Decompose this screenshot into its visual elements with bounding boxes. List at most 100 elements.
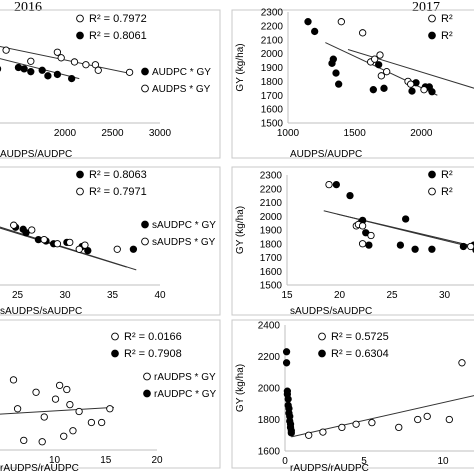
legend-marker-filled [428, 31, 436, 40]
chart-panel-1: 2000 2500 3000 AUDPS/AUDPC R² = 0.7972 R² = 0… [0, 9, 221, 160]
data-point-open [383, 68, 391, 76]
y-tick-label: 1800 [261, 77, 284, 88]
data-point-open [352, 420, 360, 428]
legend-marker-open [76, 14, 84, 23]
x-tick-label: 40 [154, 290, 166, 301]
y-tick-label: 1800 [258, 415, 281, 426]
data-point-open [358, 240, 367, 248]
data-point-filled [129, 245, 138, 253]
legend-r2-text: R² = 0.0166 [124, 331, 182, 343]
chart-panel-6: 0 5 10 1600 1800 2000 2200 2400 GY (kg/ha) rAUDPS… [231, 319, 474, 474]
data-point-open [325, 180, 333, 189]
x-axis-label: rAUDPS/rAUDPC [0, 463, 79, 474]
data-point-filled [346, 191, 354, 200]
data-point-open [2, 46, 10, 54]
y-tick-label: 2300 [260, 171, 283, 182]
data-point-open [70, 58, 79, 66]
panel-border [231, 9, 474, 159]
x-tick-label: 1500 [344, 128, 367, 139]
data-point-open [91, 61, 100, 69]
data-point-filled [44, 72, 52, 80]
trendline-open [291, 395, 474, 438]
data-point-open [75, 245, 83, 253]
data-point-open [106, 405, 114, 413]
x-tick-label: 35 [107, 290, 119, 301]
data-point-filled [311, 27, 319, 36]
panel-border [0, 319, 221, 469]
legend-marker-open [141, 237, 149, 246]
data-point-open [69, 427, 77, 435]
y-tick-label: 1600 [260, 267, 283, 278]
data-point-open [98, 418, 106, 427]
legend-r2-text: R² [441, 186, 453, 198]
trendline-open [347, 48, 474, 89]
data-point-filled [369, 86, 377, 94]
data-point-open [113, 245, 121, 253]
x-axis-label: AUDPS/AUDPC [290, 149, 362, 160]
panel-border [0, 166, 221, 316]
y-axis-label: GY (kg/ha) [235, 206, 246, 254]
legend-marker-filled [318, 349, 326, 358]
data-point-open [395, 423, 403, 432]
y-tick-label: 1700 [260, 253, 283, 264]
panel-border [231, 319, 474, 469]
legend-r2-text: R² [441, 30, 453, 42]
chart-panel-2: 1000 1500 20001500160017001800190020002100… [231, 8, 474, 160]
data-point-open [82, 61, 90, 69]
data-point-filled [428, 88, 436, 96]
legend-marker-filled [111, 349, 119, 358]
data-point-filled [411, 245, 419, 253]
y-tick-label: 1500 [260, 281, 283, 292]
y-tick-label: 1900 [260, 226, 283, 237]
legend-marker-filled [76, 170, 84, 179]
legend-r2-text: R² [441, 13, 453, 25]
data-point-open [13, 405, 22, 413]
data-point-filled [428, 245, 436, 253]
data-point-open [53, 240, 62, 248]
data-point-filled [20, 65, 28, 73]
data-point-filled [282, 348, 291, 356]
data-point-open [66, 400, 74, 409]
data-point-open [28, 226, 36, 234]
data-point-open [467, 242, 474, 251]
data-point-filled [0, 66, 2, 72]
x-tick-label: 15 [100, 455, 112, 466]
y-tick-label: 2100 [261, 35, 284, 46]
data-point-open [367, 231, 375, 240]
data-point-open [423, 412, 431, 420]
data-point-open [368, 418, 376, 427]
legend-marker-open [141, 84, 149, 93]
x-tick-label: 20 [334, 290, 346, 301]
legend-series-text: rAUDPC * GY [154, 389, 217, 400]
legend-r2-text: R² = 0.7972 [89, 13, 147, 25]
data-point-filled [380, 84, 388, 92]
data-point-open [66, 238, 74, 247]
legend-series-text: rAUDPS * GY [154, 372, 216, 383]
data-point-open [458, 359, 466, 367]
legend-series-text: sAUDPC * GY [152, 220, 216, 231]
data-point-open [125, 68, 134, 77]
data-point-filled [304, 18, 312, 26]
data-point-open [32, 388, 40, 396]
legend-series-text: AUDPS * GY [152, 84, 211, 95]
legend-r2-text: R² = 0.8061 [89, 30, 147, 42]
data-point-open [57, 54, 65, 62]
data-point-open [40, 235, 48, 244]
legend-series-text: AUDPC * GY [152, 67, 211, 78]
y-tick-label: 1600 [261, 105, 284, 116]
x-axis-label: rAUDPS/rAUDPC [290, 463, 369, 474]
data-point-filled [332, 180, 340, 189]
data-point-filled [375, 61, 383, 69]
data-point-open [20, 436, 28, 445]
y-tick-label: 1600 [258, 447, 281, 458]
trendline-filled [325, 42, 438, 96]
data-point-filled [408, 87, 416, 95]
y-tick-label: 1800 [260, 239, 283, 250]
trendline-open [0, 406, 114, 415]
data-point-open [371, 55, 379, 63]
data-point-filled [335, 80, 343, 88]
data-point-filled [84, 246, 92, 255]
y-tick-label: 2400 [258, 321, 281, 332]
x-tick-label: 1000 [277, 128, 300, 139]
